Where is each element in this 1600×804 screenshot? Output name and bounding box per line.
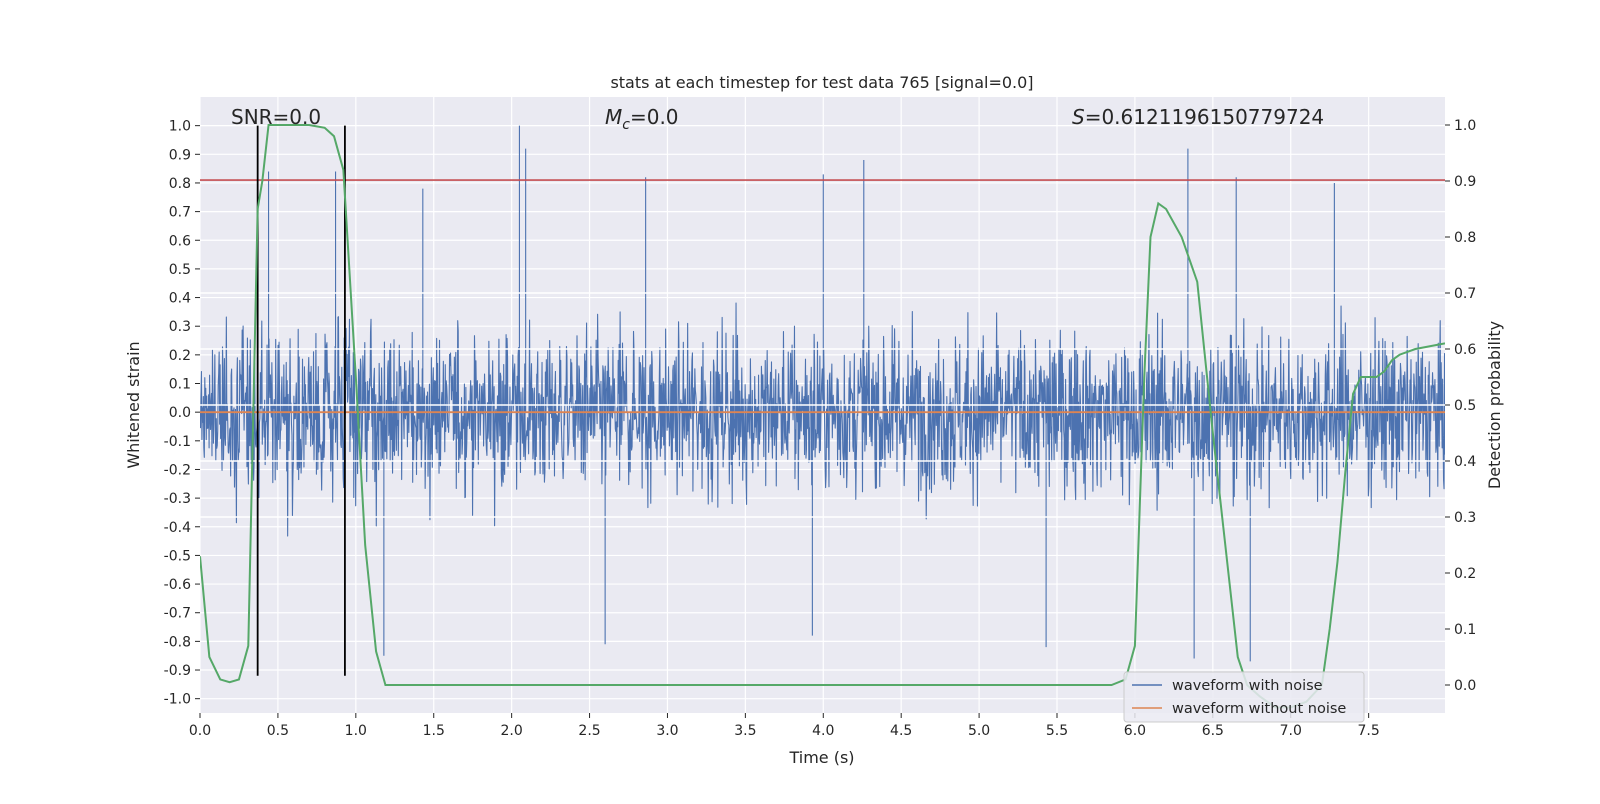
x-tick-label: 1.5: [423, 723, 445, 739]
x-tick-label: 2.0: [501, 723, 523, 739]
x-tick-label: 7.5: [1358, 723, 1380, 739]
y-tick-label-left: 0.1: [169, 377, 191, 393]
y-tick-label-right: 0.0: [1454, 678, 1476, 694]
x-tick-label: 5.0: [968, 723, 990, 739]
y-tick-label-right: 0.2: [1454, 566, 1476, 582]
detection-probability-line: [200, 124, 1445, 709]
x-tick-label: 0.5: [267, 723, 289, 739]
x-tick-label: 2.5: [578, 723, 600, 739]
y-tick-label-left: 0.4: [169, 291, 191, 307]
legend-label-waveform-with-noise: waveform with noise: [1172, 678, 1323, 694]
y-tick-label-left: -0.1: [164, 434, 191, 450]
x-axis-label: Time (s): [788, 748, 854, 767]
chirp-mass-annotation: Mc=0.0: [605, 105, 679, 133]
y-tick-label-left: 0.9: [169, 147, 191, 163]
x-tick-label: 1.0: [345, 723, 367, 739]
y-tick-label-left: 0.7: [169, 205, 191, 221]
y-tick-label-left: 0.2: [169, 348, 191, 364]
y-tick-label-right: 0.9: [1454, 174, 1476, 190]
y-tick-label-right: 0.7: [1454, 286, 1476, 302]
series-waveform-with-noise: [200, 125, 1445, 662]
y-tick-label-right: 0.8: [1454, 230, 1476, 246]
chart-title: stats at each timestep for test data 765…: [610, 73, 1033, 92]
tick-labels: 0.0 0.5 1.0 1.5 2.0 2.5 3.0 3.5 4.0 4.5 5.0 5.5 6.0 6…: [164, 118, 1477, 739]
y-tick-label-left: 0.3: [169, 319, 191, 335]
y-tick-label-left: -0.8: [164, 634, 191, 650]
y-axis-label-right: Detection probability: [1485, 321, 1504, 489]
legend-box: [1123, 671, 1365, 723]
s-symbol: S: [1072, 105, 1085, 129]
y-tick-label-left: 0.5: [169, 262, 191, 278]
y-axis-label-left: Whitened strain: [124, 341, 143, 468]
y-tick-label-right: 1.0: [1454, 118, 1476, 134]
chirp-mass-subscript: c: [622, 117, 630, 133]
y-tick-label-right: 0.1: [1454, 622, 1476, 638]
legend-label-waveform-without-noise: waveform without noise: [1172, 701, 1346, 717]
chirp-mass-symbol: M: [605, 105, 622, 129]
y-tick-label-left: -0.2: [164, 462, 191, 478]
y-tick-label-left: 1.0: [169, 119, 191, 135]
legend: waveform with noise waveform without noi…: [1123, 671, 1365, 723]
x-tick-label: 6.0: [1124, 723, 1146, 739]
y-tick-label-left: -0.5: [164, 548, 191, 564]
s-annotation: S=0.6121196150779724: [1072, 105, 1324, 129]
x-tick-label: 4.5: [890, 723, 912, 739]
y-tick-label-left: 0.0: [169, 405, 191, 421]
y-tick-label-right: 0.4: [1454, 454, 1476, 470]
y-tick-label-left: -0.4: [164, 520, 191, 536]
x-tick-label: 3.5: [734, 723, 756, 739]
x-tick-label: 6.5: [1202, 723, 1224, 739]
x-tick-label: 5.5: [1046, 723, 1068, 739]
y-tick-label-left: -0.7: [164, 606, 191, 622]
y-tick-label-left: 0.6: [169, 233, 191, 249]
reference-lines: [200, 125, 1445, 676]
waveform-with-noise-line: [200, 125, 1445, 662]
series-detection-probability: [200, 124, 1445, 709]
y-tick-label-left: -0.9: [164, 663, 191, 679]
y-tick-label-left: -0.6: [164, 577, 191, 593]
chirp-mass-value: =0.0: [630, 105, 679, 129]
x-tick-label: 0.0: [189, 723, 211, 739]
x-tick-label: 3.0: [656, 723, 678, 739]
s-value: =0.6121196150779724: [1085, 105, 1324, 129]
y-tick-label-right: 0.5: [1454, 398, 1476, 414]
y-tick-label-left: -1.0: [164, 692, 191, 708]
y-tick-label-left: 0.8: [169, 176, 191, 192]
y-tick-label-left: -0.3: [164, 491, 191, 507]
y-tick-label-right: 0.3: [1454, 510, 1476, 526]
x-tick-label: 4.0: [812, 723, 834, 739]
y-tick-label-right: 0.6: [1454, 342, 1476, 358]
snr-annotation: SNR=0.0: [231, 105, 321, 129]
x-tick-label: 7.0: [1280, 723, 1302, 739]
